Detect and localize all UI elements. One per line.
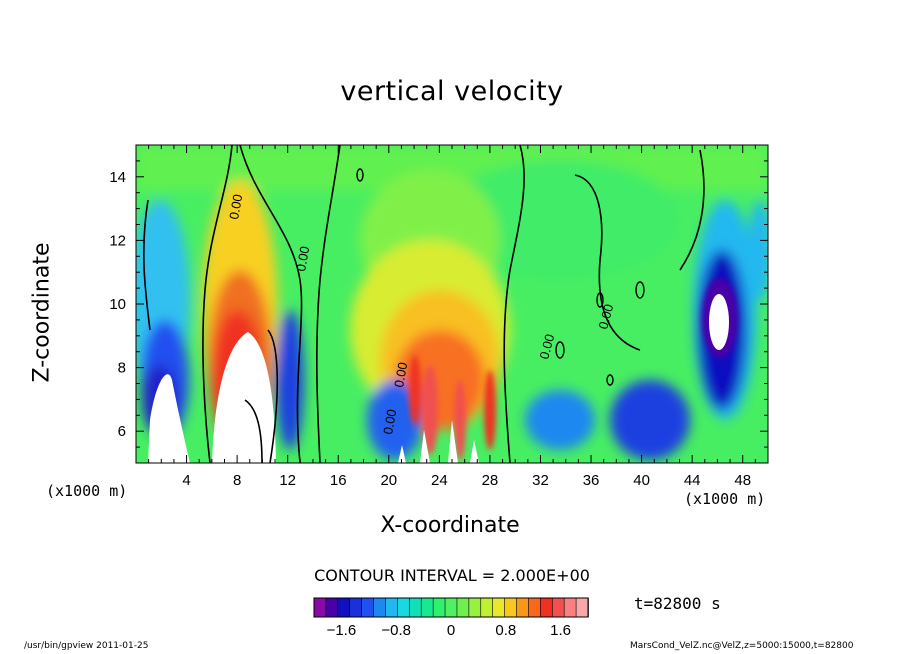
footer-left: /usr/bin/gpview 2011-01-25 (24, 641, 149, 651)
x-tick-label: 28 (482, 472, 499, 489)
colorbar-tick-label: −1.6 (327, 622, 357, 639)
y-tick-label: 14 (109, 169, 126, 186)
contour-label: 0.00 (226, 193, 245, 221)
x-tick-label: 20 (380, 472, 397, 489)
colorbar-swatch (480, 597, 494, 618)
colorbar-swatch (397, 597, 411, 618)
contour-label: 0.00 (293, 245, 312, 273)
colorbar-swatch (468, 597, 482, 618)
contour-label: 0.00 (536, 332, 557, 360)
colorbar-swatch (432, 597, 446, 618)
x-axis: 4 8 12 16 20 24 28 32 36 40 44 48 (135, 145, 769, 489)
colorbar-swatch (409, 597, 423, 618)
contour-label: 0.00 (391, 361, 410, 389)
x-tick-label: 36 (583, 472, 600, 489)
colorbar-swatch (540, 597, 554, 618)
colorbar-tick-label: 1.6 (550, 622, 571, 639)
colorbar-swatch (516, 597, 530, 618)
x-tick-label: 48 (734, 472, 751, 489)
y-tick-label: 10 (109, 296, 126, 313)
contour-label: 0.00 (595, 302, 616, 330)
colorbar-swatch (420, 597, 434, 618)
colorbar-swatch (349, 597, 363, 618)
colorbar-swatch (551, 597, 565, 618)
colorbar-swatch (325, 597, 339, 618)
downdraft-white-core (709, 294, 729, 350)
x-tick-label: 24 (431, 472, 448, 489)
colorbar-swatch (361, 597, 375, 618)
y-axis: 6 8 10 12 14 (109, 144, 768, 464)
zero-contours (143, 145, 705, 463)
colorbar-tick-label: 0 (447, 622, 455, 639)
heatmap-field (136, 145, 768, 463)
y-unit-label: (x1000 m) (46, 482, 128, 500)
x-unit-label: (x1000 m) (684, 490, 766, 508)
colorbar-frame (313, 597, 589, 618)
x-tick-label: 4 (182, 472, 190, 489)
colorbar-swatch (373, 597, 387, 618)
contour-interval-label: CONTOUR INTERVAL = 2.000E+00 (314, 566, 590, 585)
x-tick-label: 40 (633, 472, 650, 489)
x-tick-label: 32 (532, 472, 549, 489)
y-tick-label: 12 (109, 232, 126, 249)
x-tick-label: 8 (233, 472, 241, 489)
chart-title: vertical velocity (340, 76, 564, 107)
colorbar-tick-label: −0.8 (381, 622, 411, 639)
colorbar-swatch (528, 597, 542, 618)
colorbar-swatch (337, 597, 351, 618)
colorbar-swatch (563, 597, 577, 618)
colorbar-swatch (504, 597, 518, 618)
colorbar: −1.6 −0.8 0 0.8 1.6 (313, 597, 589, 639)
x-tick-label: 44 (684, 472, 701, 489)
colorbar-swatch (444, 597, 458, 618)
colorbar-tick-label: 0.8 (495, 622, 516, 639)
colorbar-swatch (385, 597, 399, 618)
colorbar-swatch (575, 597, 589, 618)
colorbar-swatch (313, 597, 327, 618)
x-axis-label: X-coordinate (380, 513, 520, 538)
downdraft-white-region (148, 374, 190, 463)
colorbar-swatch (492, 597, 506, 618)
y-tick-label: 8 (118, 360, 126, 377)
footer-right: MarsCond_VelZ.nc@VelZ,z=5000:15000,t=828… (630, 641, 854, 651)
y-axis-label: Z-coordinate (29, 242, 55, 383)
contour-label: 0.00 (380, 408, 399, 436)
x-tick-label: 12 (279, 472, 296, 489)
y-tick-label: 6 (118, 423, 126, 440)
colorbar-swatch (456, 597, 470, 618)
x-tick-label: 16 (330, 472, 347, 489)
time-label: t=82800 s (634, 594, 721, 613)
